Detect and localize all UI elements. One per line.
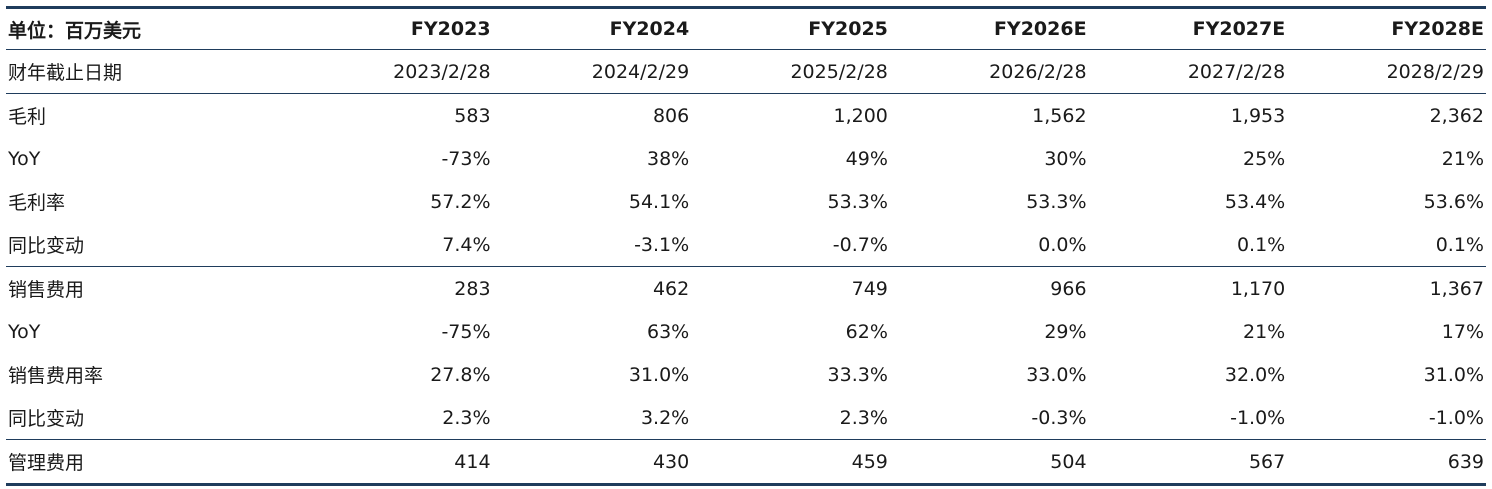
row-label: 同比变动 (6, 223, 294, 267)
table-cell: 38% (646, 147, 690, 170)
table-cell: 583 (454, 104, 491, 127)
table-cell: 806 (652, 104, 690, 127)
table-cell: 2,362 (1429, 104, 1484, 127)
table-cell: 0.1% (1088, 223, 1288, 267)
table-cell: 2027/2/28 (1088, 49, 1288, 94)
table-cell: 462 (652, 277, 690, 300)
table-cell: 1,200 (833, 104, 888, 127)
table-cell: 966 (1050, 277, 1087, 300)
financial-table: 单位：百万美元 FY2023 FY2024 FY2025 FY2026E FY2… (6, 6, 1486, 486)
row-label: 管理费用 (6, 439, 294, 486)
table-cell: 3.2% (492, 396, 692, 440)
table-row: YoY -75% 63% 62% 29% 21% 17% (6, 310, 1486, 353)
table-cell: 2024/2/29 (492, 49, 692, 94)
table-cell: 53.3% (827, 190, 888, 213)
unit-label: 单位：百万美元 (6, 6, 294, 50)
table-cell: 33.0% (1026, 363, 1087, 386)
table-cell: 639 (1287, 439, 1486, 486)
table-cell: 1,367 (1429, 277, 1484, 300)
table-row: 同比变动 7.4% -3.1% -0.7% 0.0% 0.1% 0.1% (6, 223, 1486, 267)
table-cell: 63% (646, 320, 690, 343)
table-cell: -75% (441, 320, 491, 343)
table-row: YoY -73% 38% 49% 30% 25% 21% (6, 137, 1486, 180)
table-row: 毛利率 57.2% 54.1% 53.3% 53.3% 53.4% 53.6% (6, 180, 1486, 223)
row-label: 销售费用率 (8, 365, 104, 387)
row-label: 财年截止日期 (6, 49, 294, 94)
table-cell: 53.4% (1224, 190, 1286, 213)
table-row: 管理费用 414 430 459 504 567 639 (6, 439, 1486, 486)
table-cell: 33.3% (827, 363, 888, 386)
column-header: FY2028E (1287, 6, 1486, 50)
table-cell: 504 (889, 439, 1089, 486)
row-label: 同比变动 (6, 396, 294, 440)
table-cell: 1,562 (1032, 104, 1087, 127)
row-label: YoY (8, 147, 41, 170)
table-cell: 53.6% (1423, 190, 1484, 213)
column-header: FY2023 (293, 6, 493, 50)
table-cell: 1,170 (1230, 277, 1286, 300)
table-cell: 29% (1044, 320, 1087, 343)
table-cell: 2025/2/28 (691, 49, 890, 94)
column-header: FY2025 (691, 6, 890, 50)
table-cell: 283 (454, 277, 491, 300)
table-cell: 459 (691, 439, 890, 486)
table-cell: 2028/2/29 (1287, 49, 1486, 94)
table-cell: 0.1% (1287, 223, 1486, 267)
table-cell: 414 (293, 439, 493, 486)
row-label: 销售费用 (8, 279, 85, 301)
table-cell: 21% (1441, 147, 1484, 170)
table-cell: 749 (851, 277, 888, 300)
table-cell: 49% (845, 147, 888, 170)
table-cell: 2023/2/28 (293, 49, 493, 94)
table-row: 同比变动 2.3% 3.2% 2.3% -0.3% -1.0% -1.0% (6, 396, 1486, 440)
table-cell: -3.1% (492, 223, 692, 267)
table-row: 销售费用 283 462 749 966 1,170 1,367 (6, 267, 1486, 311)
table-cell: 31.0% (628, 363, 690, 386)
row-label: 毛利 (8, 106, 47, 128)
table-cell: 2.3% (691, 396, 890, 440)
table-cell: -0.3% (889, 396, 1089, 440)
table-cell: -0.7% (691, 223, 890, 267)
fiscal-year-end-row: 财年截止日期 2023/2/28 2024/2/29 2025/2/28 202… (6, 49, 1486, 94)
table-cell: -1.0% (1088, 396, 1288, 440)
table-cell: 53.3% (1026, 190, 1087, 213)
table-cell: 2.3% (293, 396, 493, 440)
table-cell: 1,953 (1230, 104, 1286, 127)
table-cell: 7.4% (293, 223, 493, 267)
table-cell: -1.0% (1287, 396, 1486, 440)
table-cell: 17% (1441, 320, 1484, 343)
table-cell: 57.2% (430, 190, 491, 213)
table-cell: 30% (1044, 147, 1087, 170)
table-cell: 21% (1243, 320, 1286, 343)
table-cell: 62% (845, 320, 888, 343)
column-header: FY2024 (492, 6, 692, 50)
table-cell: 2026/2/28 (889, 49, 1089, 94)
row-label: YoY (8, 320, 41, 343)
column-header: FY2027E (1088, 6, 1288, 50)
table-cell: 31.0% (1423, 363, 1484, 386)
table-cell: 27.8% (430, 363, 491, 386)
header-row: 单位：百万美元 FY2023 FY2024 FY2025 FY2026E FY2… (6, 6, 1486, 50)
table-row: 毛利 583 806 1,200 1,562 1,953 2,362 (6, 94, 1486, 138)
row-label: 毛利率 (8, 192, 66, 214)
table-cell: 0.0% (889, 223, 1089, 267)
table-cell: 25% (1243, 147, 1286, 170)
table-cell: 54.1% (628, 190, 690, 213)
table-cell: 430 (492, 439, 692, 486)
table-row: 销售费用率 27.8% 31.0% 33.3% 33.0% 32.0% 31.0… (6, 353, 1486, 396)
column-header: FY2026E (889, 6, 1089, 50)
table-cell: -73% (441, 147, 491, 170)
table-cell: 567 (1088, 439, 1288, 486)
table-cell: 32.0% (1224, 363, 1286, 386)
